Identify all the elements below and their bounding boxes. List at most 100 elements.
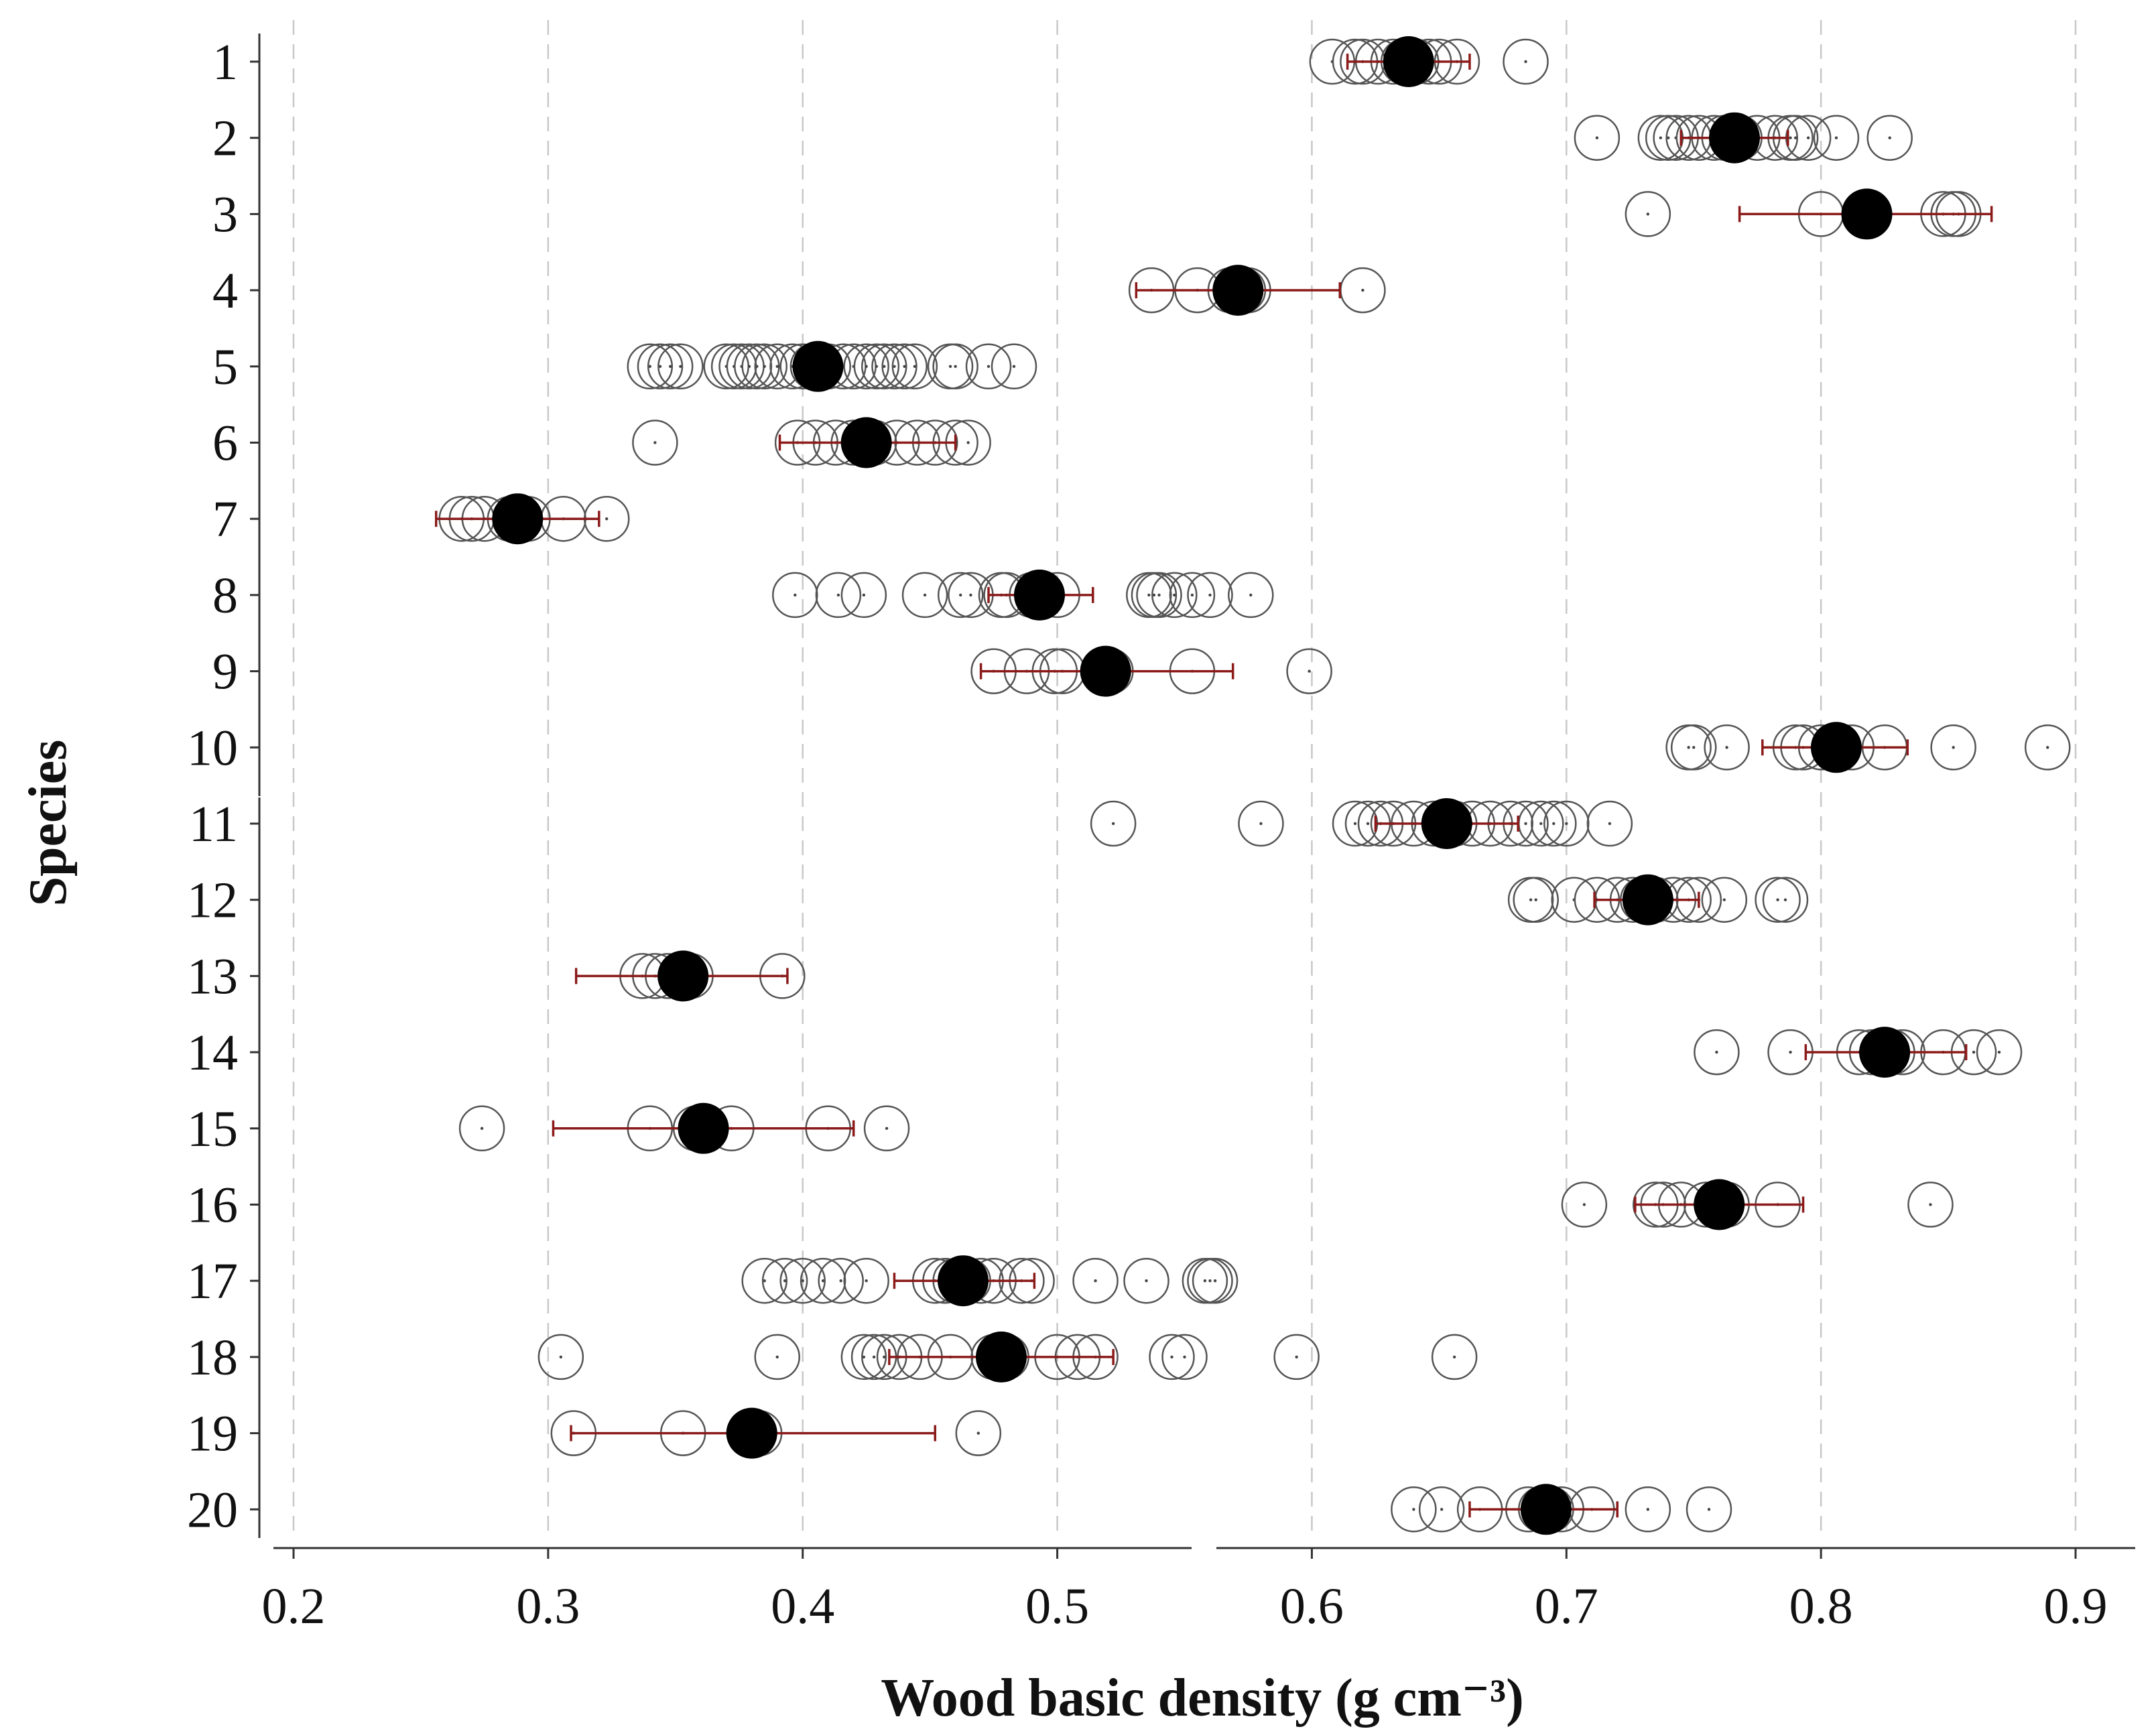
- y-tick-label: 20: [187, 1482, 238, 1538]
- y-tick-label: 15: [187, 1101, 238, 1157]
- observation-center: [862, 593, 866, 597]
- observation-point: [1286, 648, 1332, 694]
- x-tick-label: 0.5: [1025, 1578, 1089, 1634]
- observation-center: [1152, 593, 1156, 597]
- y-tick-label: 14: [187, 1025, 238, 1081]
- observation-center: [875, 365, 879, 368]
- observation-point: [1503, 38, 1549, 85]
- observation-center: [1707, 1508, 1711, 1511]
- observation-center: [1806, 136, 1810, 139]
- observation-point: [1161, 1334, 1208, 1381]
- observation-point: [2024, 724, 2071, 771]
- species-row: [1090, 798, 1633, 849]
- species-row: [1625, 188, 1993, 240]
- observation-center: [658, 365, 662, 368]
- observation-point: [937, 572, 984, 619]
- observation-center: [839, 1279, 842, 1283]
- mean-point: [1708, 112, 1760, 164]
- observation-point: [818, 1257, 864, 1304]
- observation-point: [1072, 1257, 1119, 1304]
- observation-point: [1391, 1486, 1437, 1533]
- observation-point: [734, 343, 780, 390]
- observation-point: [800, 1257, 846, 1304]
- observation-center: [1834, 136, 1838, 139]
- observation-center: [2046, 746, 2049, 749]
- observation-point: [1418, 1486, 1465, 1533]
- observation-center: [763, 1279, 766, 1283]
- observation-point: [1169, 572, 1216, 619]
- observation-point: [843, 1257, 889, 1304]
- observation-point: [840, 1334, 887, 1381]
- y-tick-label: 13: [187, 948, 238, 1005]
- observation-center: [679, 365, 682, 368]
- data-points: [434, 36, 2071, 1535]
- observation-point: [1136, 572, 1182, 619]
- observation-center: [1952, 746, 1955, 749]
- axes: [258, 34, 2135, 1549]
- observation-center: [1308, 669, 1311, 673]
- observation-point: [726, 343, 773, 390]
- observation-center: [794, 593, 797, 597]
- y-tick-label: 9: [212, 644, 238, 700]
- observation-point: [871, 343, 917, 390]
- observation-point: [991, 343, 1037, 390]
- x-axis-title: Wood basic density (g cm⁻³): [881, 1669, 1524, 1728]
- observation-point: [1561, 1181, 1608, 1228]
- x-tick-label: 0.4: [771, 1578, 834, 1634]
- y-tick-label: 17: [187, 1253, 238, 1309]
- observation-center: [1722, 898, 1726, 901]
- observation-center: [1692, 746, 1696, 749]
- observation-point: [1149, 1334, 1195, 1381]
- observation-center: [1582, 1203, 1586, 1206]
- observation-center: [1412, 1508, 1415, 1511]
- observation-center: [1353, 822, 1357, 826]
- observation-center: [1452, 1355, 1456, 1359]
- observation-center: [1667, 136, 1670, 139]
- observation-point: [1151, 572, 1198, 619]
- observation-center: [1111, 822, 1115, 826]
- observation-center: [893, 365, 896, 368]
- observation-center: [1552, 822, 1556, 826]
- observation-center: [559, 1355, 563, 1359]
- observation-center: [1687, 746, 1690, 749]
- x-ticks: 0.2 0.3 0.4 0.5 0.6 0.7 0.8 0.9: [262, 1548, 2108, 1634]
- observation-center: [987, 365, 991, 368]
- observation-center: [1157, 593, 1161, 597]
- observation-center: [872, 1355, 876, 1359]
- species-row: [574, 950, 806, 1002]
- species-row: [1665, 722, 2071, 773]
- observation-center: [747, 365, 751, 368]
- species-row: [1391, 1484, 1732, 1535]
- observation-point: [1123, 1257, 1169, 1304]
- observation-point: [843, 343, 889, 390]
- observation-center: [1789, 136, 1792, 139]
- observation-center: [653, 441, 657, 444]
- observation-point: [1686, 1486, 1732, 1533]
- x-tick-label: 0.7: [1535, 1578, 1598, 1634]
- species-row: [537, 1331, 1478, 1383]
- observation-center: [1534, 898, 1537, 901]
- observation-point: [1090, 800, 1137, 847]
- observation-center: [883, 365, 886, 368]
- observation-center: [1608, 822, 1612, 826]
- observation-point: [1930, 724, 1976, 771]
- y-tick-label: 8: [212, 568, 238, 624]
- observation-center: [1183, 1355, 1186, 1359]
- observation-center: [1524, 822, 1527, 826]
- mean-point: [1520, 1484, 1572, 1535]
- observation-center: [1190, 593, 1194, 597]
- y-tick-label: 1: [212, 34, 238, 90]
- observation-center: [1776, 898, 1779, 901]
- observation-center: [480, 1127, 484, 1131]
- y-tick-label: 12: [187, 873, 238, 929]
- mean-point: [1421, 798, 1472, 849]
- y-tick-label: 19: [187, 1406, 238, 1462]
- observation-point: [1694, 1029, 1740, 1076]
- observation-center: [763, 365, 766, 368]
- observation-point: [1976, 1029, 2023, 1076]
- gridlines: [292, 20, 2077, 1538]
- observation-center: [775, 1355, 779, 1359]
- observation-center: [1173, 593, 1176, 597]
- observation-center: [1565, 822, 1568, 826]
